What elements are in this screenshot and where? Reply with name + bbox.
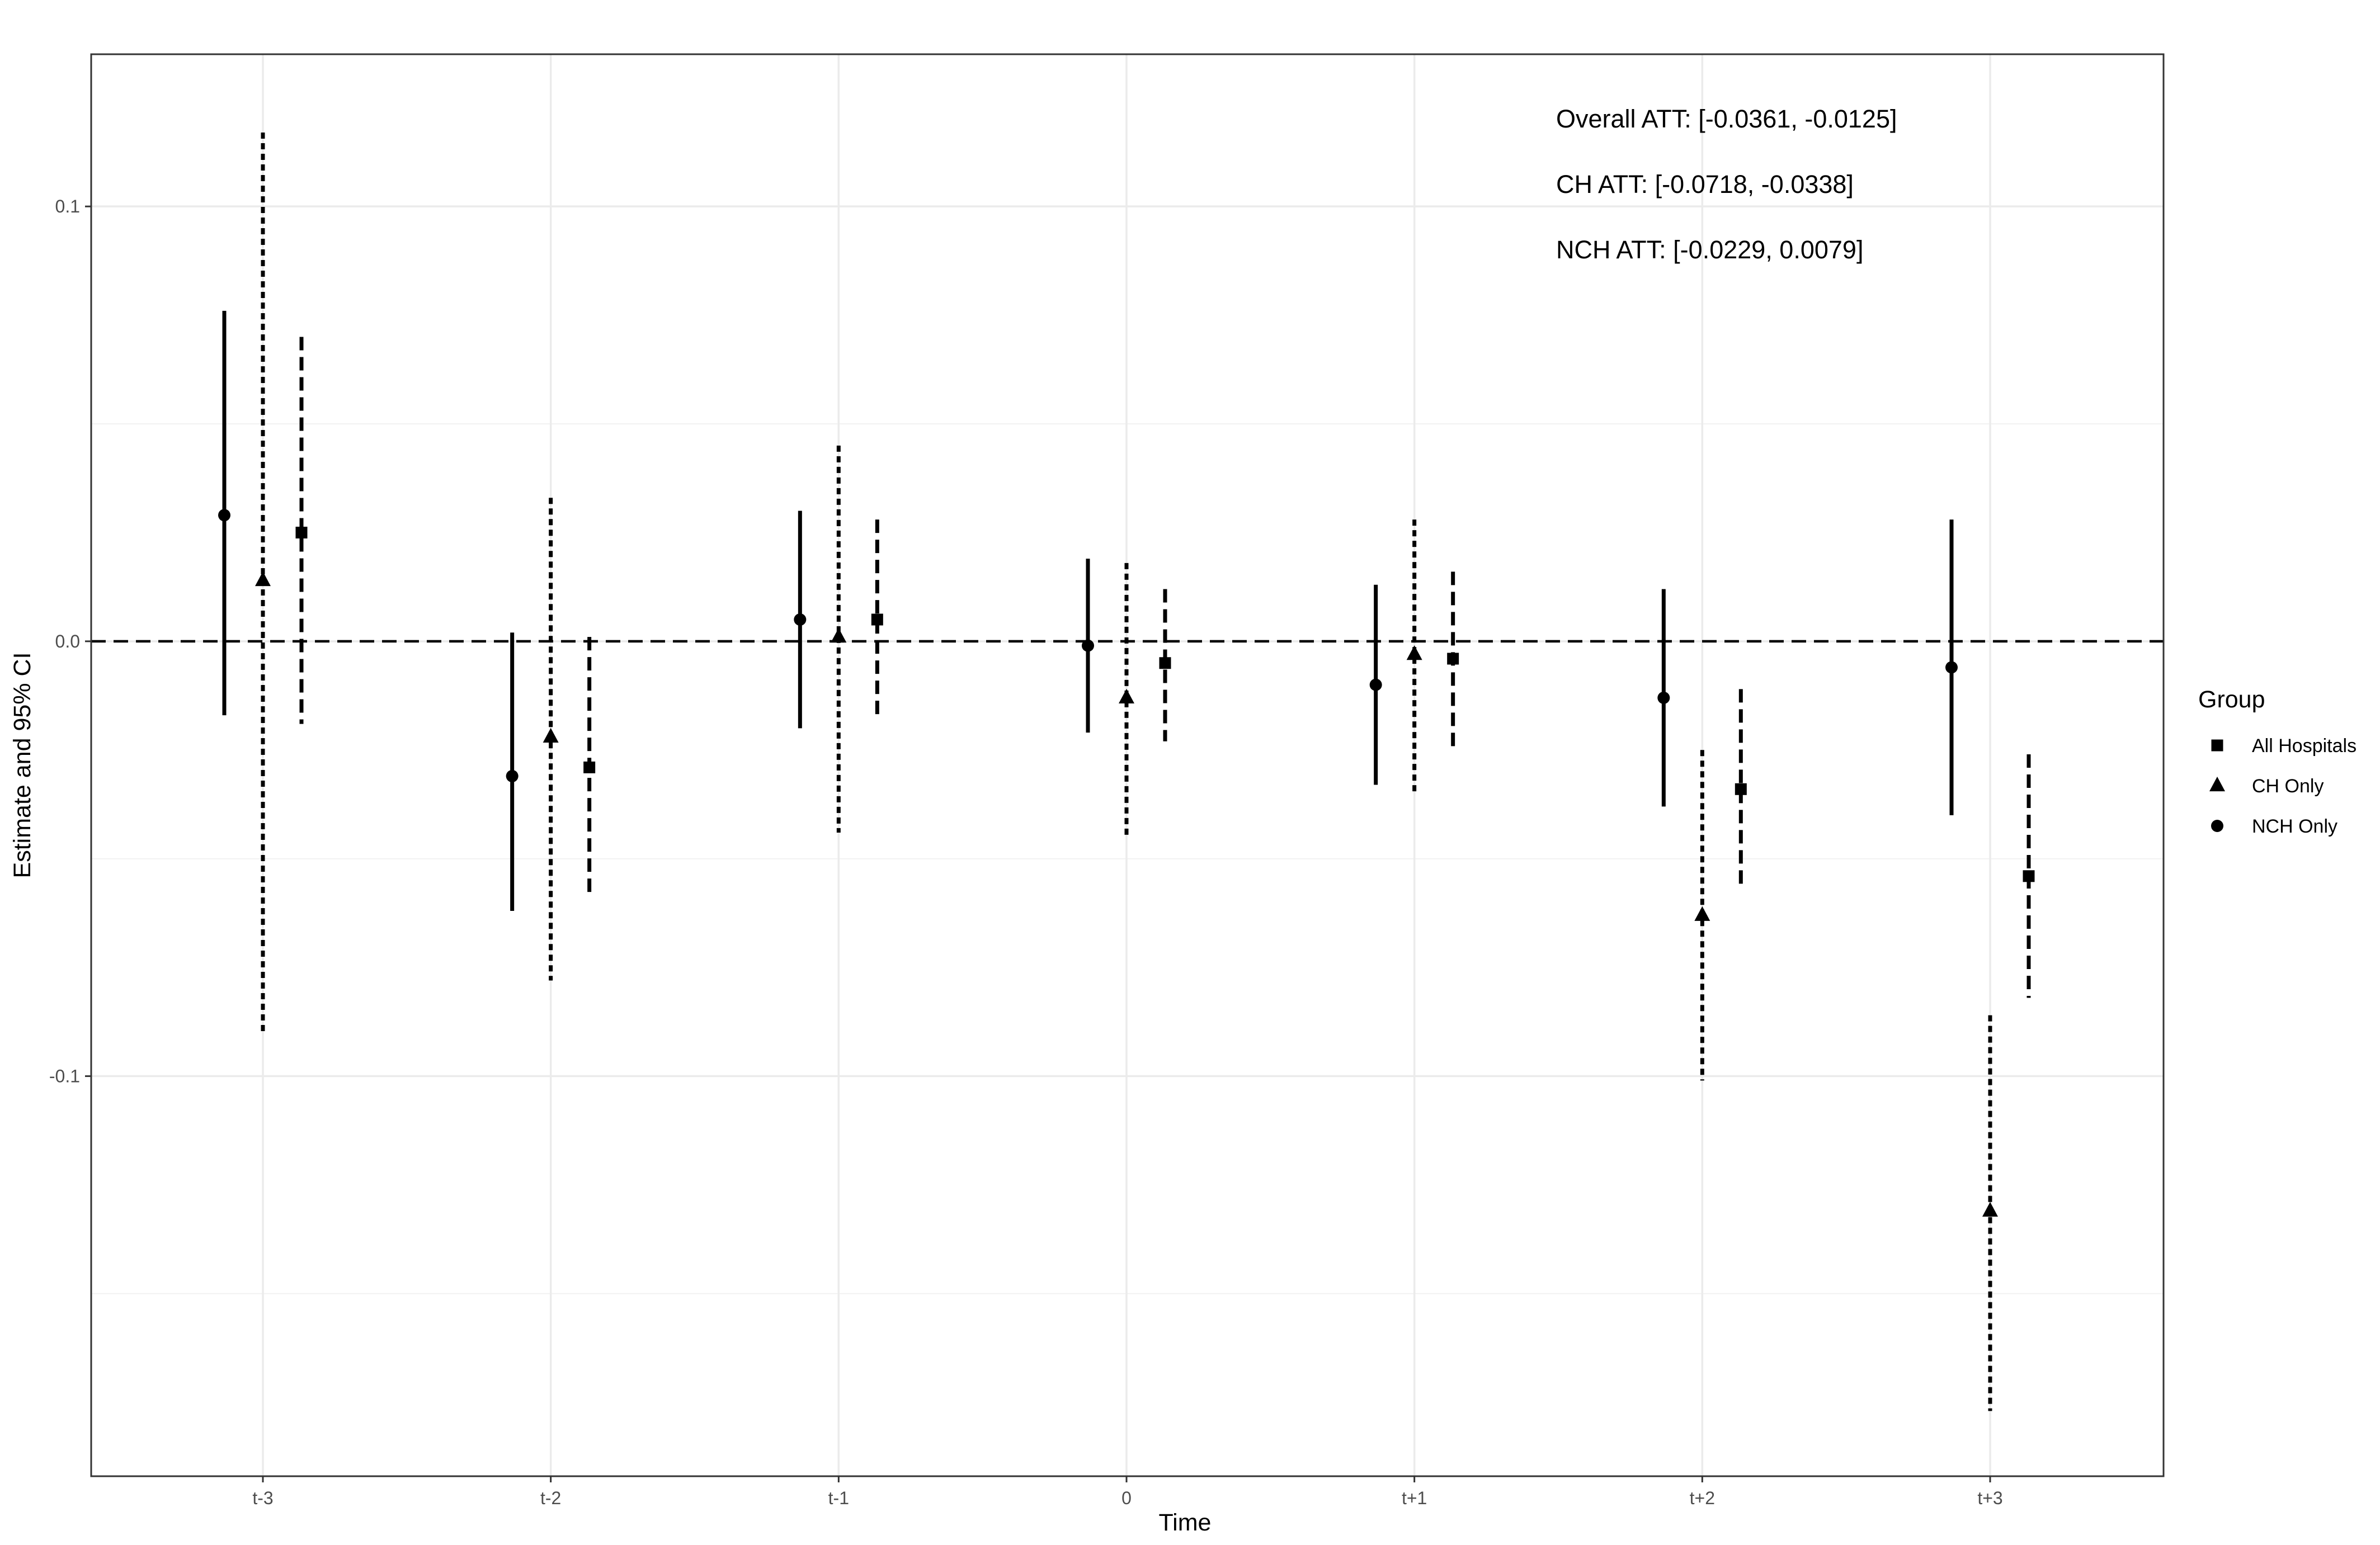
all-hospitals-point-marker <box>2023 870 2035 882</box>
x-tick-label: t+1 <box>1402 1488 1427 1508</box>
series-nch-only <box>218 310 1958 911</box>
ch-only-point-marker <box>543 727 559 743</box>
axes: 0.1 0.0 -0.1 t-3 t-2 t-1 0 t+1 t+2 t+3 <box>49 196 2003 1508</box>
all-hospitals-point-marker <box>1447 653 1459 665</box>
nch-only-point-marker <box>794 613 807 626</box>
nch-only-point-marker <box>1082 639 1094 652</box>
x-tick-label: t-2 <box>540 1488 561 1508</box>
nch-only-point-marker <box>218 509 230 522</box>
legend-label: CH Only <box>2252 776 2324 797</box>
legend-item: CH Only <box>2209 776 2324 797</box>
y-tick-label: 0.0 <box>55 631 80 651</box>
legend-item: NCH Only <box>2211 816 2337 837</box>
legend-square-point-marker <box>2211 739 2223 752</box>
legend-triangle-point-marker <box>2209 776 2225 792</box>
x-tick-label: t+3 <box>1977 1488 2002 1508</box>
att-annotation-text: NCH ATT: [-0.0229, 0.0079] <box>1556 235 1863 264</box>
x-tick-label: t-3 <box>252 1488 273 1508</box>
x-tick-label: 0 <box>1121 1488 1132 1508</box>
nch-only-point-marker <box>1657 691 1670 704</box>
nch-only-point-marker <box>506 769 519 782</box>
nch-only-point-marker <box>1369 678 1382 691</box>
att-annotation-text: Overall ATT: [-0.0361, -0.0125] <box>1556 105 1897 133</box>
legend-circle-point-marker <box>2211 820 2223 832</box>
att-annotations: Overall ATT: [-0.0361, -0.0125] CH ATT: [… <box>1556 105 1897 264</box>
all-hospitals-point-marker <box>1735 783 1747 795</box>
ch-only-point-marker <box>1982 1202 1998 1217</box>
x-axis-title: Time <box>1159 1509 1212 1536</box>
ch-only-point-marker <box>1694 906 1710 921</box>
ch-only-point-marker <box>255 571 271 587</box>
x-tick-label: t+2 <box>1690 1488 1715 1508</box>
y-tick-label: -0.1 <box>49 1066 80 1086</box>
series-layer <box>218 132 2035 1411</box>
series-ch-only <box>255 132 1998 1411</box>
y-tick-label: 0.1 <box>55 196 80 216</box>
y-axis-title: Estimate and 95% CI <box>9 653 36 878</box>
legend-item: All Hospitals <box>2211 735 2357 757</box>
x-tick-label: t-1 <box>828 1488 849 1508</box>
all-hospitals-point-marker <box>295 526 308 538</box>
legend: Group All Hospitals CH Only NCH Only <box>2198 686 2357 837</box>
ch-only-point-marker <box>831 627 847 643</box>
all-hospitals-point-marker <box>871 613 883 626</box>
legend-title: Group <box>2198 686 2265 713</box>
all-hospitals-point-marker <box>1159 657 1171 669</box>
all-hospitals-point-marker <box>583 761 596 773</box>
series-all-hospitals <box>295 337 2035 998</box>
ch-only-point-marker <box>1406 645 1422 660</box>
legend-label: All Hospitals <box>2252 735 2357 757</box>
legend-label: NCH Only <box>2252 816 2337 837</box>
ch-only-point-marker <box>1119 688 1134 704</box>
nch-only-point-marker <box>1945 661 1958 674</box>
att-annotation-text: CH ATT: [-0.0718, -0.0338] <box>1556 170 1854 199</box>
